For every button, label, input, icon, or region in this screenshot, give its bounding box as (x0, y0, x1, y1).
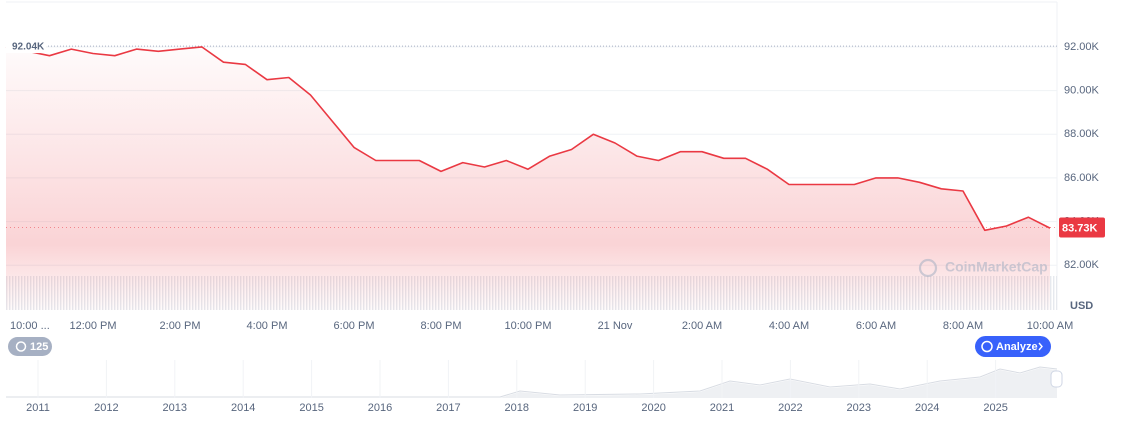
navigator-year: 2020 (641, 402, 665, 414)
badge-count: 125 (30, 341, 48, 353)
last-price-tag (1059, 217, 1105, 238)
navigator-year: 2019 (573, 402, 597, 414)
x-tick-label: 10:00 AM (1027, 320, 1073, 332)
navigator-year: 2021 (710, 402, 734, 414)
navigator-year: 2012 (94, 402, 118, 414)
navigator-year: 2018 (505, 402, 529, 414)
x-tick-label: 4:00 AM (769, 320, 809, 332)
navigator-year: 2023 (847, 402, 871, 414)
navigator-year: 2016 (368, 402, 392, 414)
x-tick-label: 6:00 PM (334, 320, 375, 332)
indicator-badge[interactable]: 125 (8, 337, 52, 356)
x-tick-label: 10:00 PM (504, 320, 551, 332)
open-price-bg (6, 39, 46, 54)
navigator-year: 2014 (231, 402, 255, 414)
button-chevron (1038, 342, 1043, 351)
x-tick-label: 21 Nov (598, 320, 633, 332)
y-tick-label: 82.00K (1064, 259, 1100, 271)
navigator-year: 2022 (778, 402, 802, 414)
x-tick-label: 4:00 PM (247, 320, 288, 332)
y-tick-label: 90.00K (1064, 85, 1100, 97)
y-tick-label: 86.00K (1064, 172, 1100, 184)
x-tick-label: 2:00 PM (160, 320, 201, 332)
navigator-line (6, 366, 1058, 398)
area-fill (6, 46, 1050, 311)
watermark-text: CoinMarketCap (945, 259, 1048, 275)
y-axis-label: USD (1070, 300, 1093, 312)
x-tick-label: 10:00 ... (10, 320, 50, 332)
navigator-year: 2013 (163, 402, 187, 414)
button-icon (981, 340, 993, 353)
x-tick-label: 2:00 AM (682, 320, 722, 332)
navigator-year: 2015 (299, 402, 323, 414)
navigator-year: 2025 (983, 402, 1007, 414)
navigator-handle[interactable] (1050, 370, 1063, 388)
y-tick-label: 88.00K (1064, 128, 1100, 140)
last-price-label: 83.73K (1062, 222, 1098, 234)
x-tick-label: 8:00 AM (943, 320, 983, 332)
button-label: Analyze (996, 341, 1038, 353)
analyze-button[interactable]: Analyze (975, 336, 1051, 357)
x-tick-label: 12:00 PM (69, 320, 116, 332)
x-tick-label: 6:00 AM (856, 320, 896, 332)
navigator-year: 2011 (26, 402, 50, 414)
open-price-label: 92.04K (12, 42, 45, 53)
x-tick-label: 8:00 PM (421, 320, 462, 332)
y-tick-label: 92.00K (1064, 41, 1100, 53)
navigator-year: 2017 (436, 402, 460, 414)
navigator-area (6, 368, 1057, 398)
navigator-year: 2024 (915, 402, 939, 414)
price-line (5, 46, 1051, 232)
watermark: CoinMarketCap (918, 259, 1048, 278)
badge-icon (15, 341, 27, 352)
button-bg (975, 336, 1051, 357)
